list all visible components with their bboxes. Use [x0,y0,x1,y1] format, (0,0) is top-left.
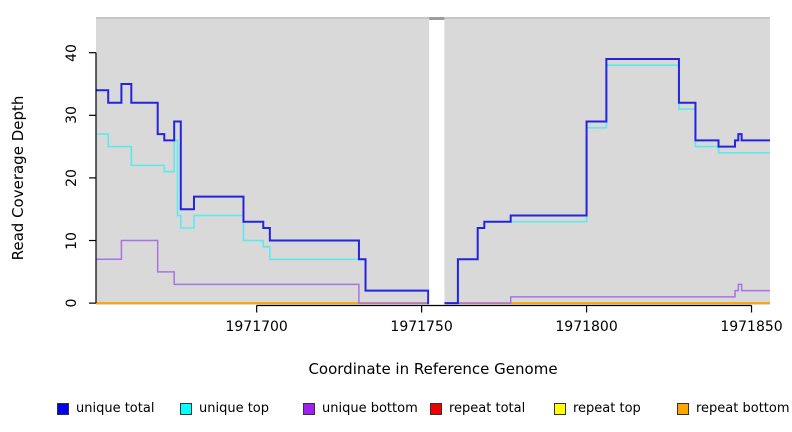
y-tick-label: 40 [64,43,80,62]
series-unique-top [96,133,430,304]
legend-label: unique total [76,401,155,416]
x-axis-label: Coordinate in Reference Genome [308,360,558,378]
series-unique-total [96,82,430,305]
unique-bottom-swatch-icon [303,403,315,415]
unique-top-swatch-icon [180,403,192,415]
legend-label: unique top [199,401,270,416]
x-tick-label: 1971700 [225,318,288,335]
unique-total-swatch-icon [57,403,69,415]
legend-label: unique bottom [322,401,418,416]
x-tick-label: 1971750 [390,318,453,335]
series-unique-bottom [96,239,430,304]
legend-label: repeat bottom [696,401,790,416]
legend-label: repeat top [573,401,641,416]
y-axis-label: Read Coverage Depth [9,95,27,261]
y-tick-label: 20 [64,168,80,187]
y-tick-label: 0 [64,298,80,308]
series-unique-bottom [444,283,770,304]
legend-label: repeat total [449,401,526,416]
masked-gap-cap [429,17,445,20]
repeat-bottom-swatch-icon [677,403,689,415]
masked-gap-band [429,17,445,305]
repeat-top-swatch-icon [554,403,566,415]
repeat-total-swatch-icon [430,403,442,415]
y-tick-label: 30 [64,106,80,125]
series-unique-total [444,57,770,305]
y-tick-label: 10 [64,231,80,250]
x-tick-label: 1971800 [555,318,618,335]
x-tick-label: 1971850 [720,318,783,335]
